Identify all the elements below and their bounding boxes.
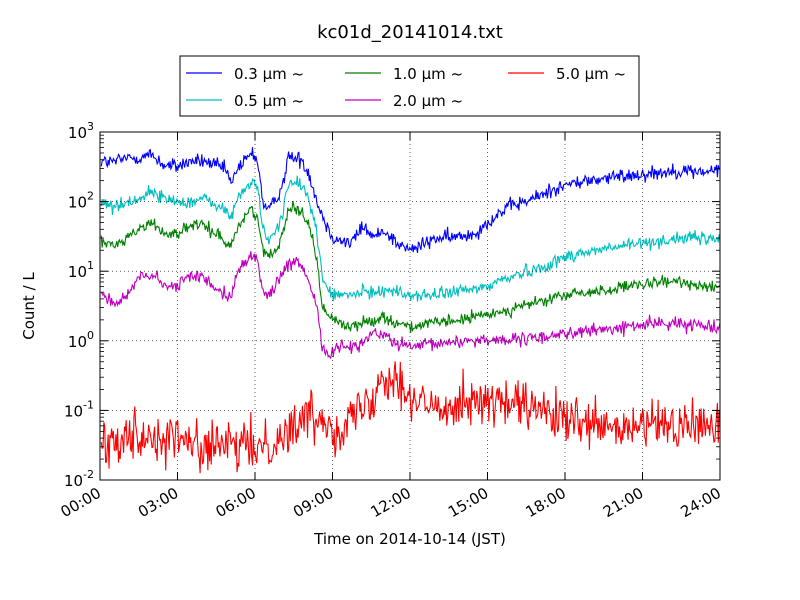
legend-label: 2.0 μm ~ xyxy=(393,92,463,110)
y-tick-label: 10-1 xyxy=(64,398,94,420)
legend-label: 1.0 μm ~ xyxy=(393,65,463,83)
y-tick-label-exponent: 1 xyxy=(87,259,94,272)
legend: 0.3 μm ~ 0.5 μm ~ 1.0 μm ~ 2.0 μm ~ 5.0 μm ~ xyxy=(179,55,640,117)
y-tick-label-base: 10 xyxy=(68,333,87,351)
series-line-2 xyxy=(100,175,720,302)
y-tick-label-exponent: -1 xyxy=(83,398,94,411)
legend-label: 0.5 μm ~ xyxy=(234,92,304,110)
y-tick-label-base: 10 xyxy=(68,194,87,212)
series-lines xyxy=(100,147,720,474)
x-axis-label: Time on 2014-10-14 (JST) xyxy=(313,530,506,548)
series-line-4 xyxy=(100,251,720,360)
y-tick-label: 10-2 xyxy=(64,468,94,490)
ticks xyxy=(99,131,721,481)
series-line-5 xyxy=(100,361,720,474)
series-line-3 xyxy=(100,200,720,333)
y-tick-label: 102 xyxy=(68,190,94,212)
chart-title: kc01d_20141014.txt xyxy=(317,22,503,43)
y-tick-label-exponent: 0 xyxy=(87,329,94,342)
grid xyxy=(100,132,720,480)
y-tick-label-exponent: 2 xyxy=(87,190,94,203)
legend-box xyxy=(179,55,640,117)
y-tick-label: 101 xyxy=(68,259,94,281)
y-tick-label-exponent: -2 xyxy=(83,468,94,481)
y-axis-label: Count / L xyxy=(20,272,38,340)
y-tick-label: 103 xyxy=(68,120,94,142)
y-tick-label-base: 10 xyxy=(64,402,83,420)
series-line-1 xyxy=(100,147,720,254)
legend-label: 5.0 μm ~ xyxy=(556,65,626,83)
y-tick-label-exponent: 3 xyxy=(87,120,94,133)
legend-label: 0.3 μm ~ xyxy=(234,65,304,83)
y-tick-label: 100 xyxy=(68,329,94,351)
y-tick-label-base: 10 xyxy=(64,472,83,490)
y-tick-label-base: 10 xyxy=(68,124,87,142)
y-tick-label-base: 10 xyxy=(68,263,87,281)
